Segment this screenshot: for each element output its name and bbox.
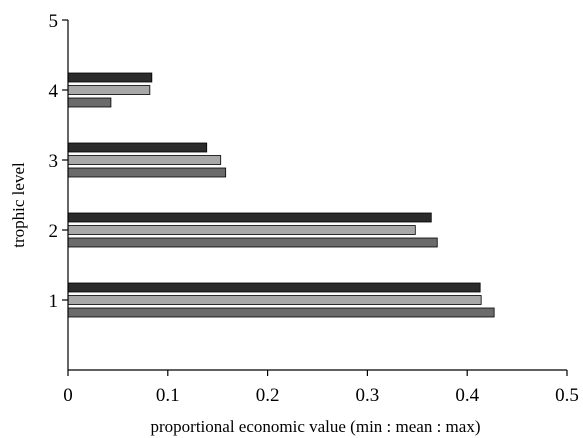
bars-group (67, 72, 495, 318)
bar (67, 225, 416, 235)
bar (67, 212, 432, 223)
y-tick-label: 5 (49, 11, 59, 32)
x-tick-label: 0.1 (156, 385, 180, 406)
bar (67, 85, 151, 95)
bar (67, 167, 227, 178)
bar (67, 155, 222, 165)
y-axis-label: trophic level (9, 162, 28, 248)
x-tick-label: 0.5 (555, 385, 579, 406)
bar (67, 97, 112, 108)
y-tick-label: 4 (49, 81, 59, 102)
x-tick-label: 0.4 (455, 385, 479, 406)
bar (67, 282, 481, 293)
x-tick-label: 0.2 (256, 385, 280, 406)
bar (67, 237, 438, 248)
x-tick-label: 0.3 (356, 385, 380, 406)
y-tick-label: 2 (49, 221, 59, 242)
y-tick-label: 3 (49, 151, 59, 172)
bar (67, 295, 482, 305)
x-tick-label: 0 (63, 385, 73, 406)
x-axis-label: proportional economic value (min : mean … (151, 417, 481, 436)
y-ticks-group: 1 2 3 4 5 (49, 11, 68, 312)
bar (67, 142, 208, 153)
y-tick-label: 1 (49, 291, 59, 312)
x-ticks-group: 0 0.1 0.2 0.3 0.4 0.5 (63, 370, 579, 406)
bar (67, 307, 495, 318)
bar (67, 72, 153, 83)
